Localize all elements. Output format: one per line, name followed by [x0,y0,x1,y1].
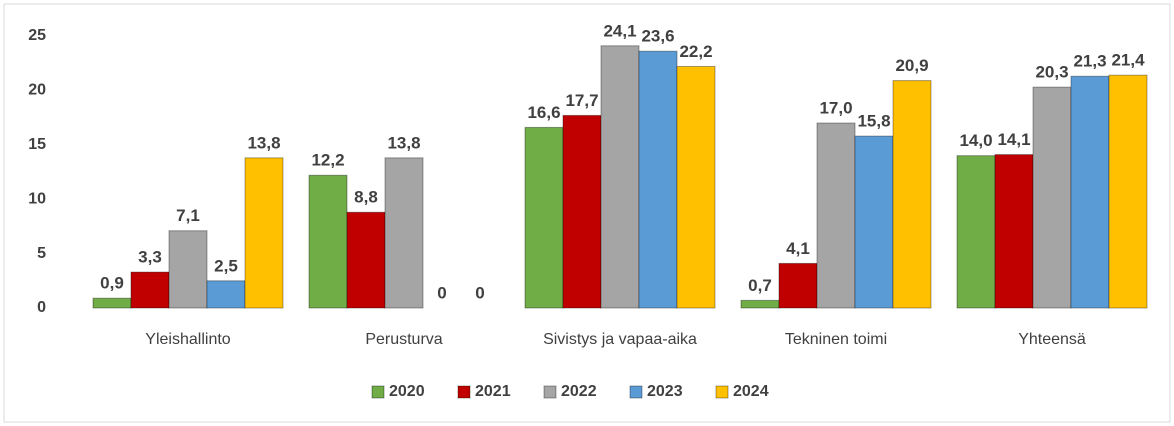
y-tick-label: 0 [37,299,46,316]
data-label: 0,7 [748,276,772,295]
x-tick-label: Tekninen toimi [785,331,887,348]
bar [854,135,894,309]
bar [956,155,996,309]
chart-border [3,3,1171,423]
bar [1032,86,1072,309]
bar [168,230,208,309]
data-label: 3,3 [138,248,162,267]
data-label: 16,6 [527,103,560,122]
bar [638,50,678,309]
x-tick-label: Sivistys ja vapaa-aika [543,331,697,348]
data-label: 23,6 [641,27,674,46]
data-label: 20,3 [1035,63,1068,82]
bar [384,157,424,309]
bar [308,174,348,309]
legend-swatch [629,385,643,399]
data-label: 17,7 [565,91,598,110]
y-tick-label: 20 [28,82,46,99]
bar [740,299,780,309]
bar [1108,74,1148,309]
bar [524,126,564,309]
bar [206,280,246,309]
data-label: 14,1 [997,130,1030,149]
legend-label: 2024 [733,383,769,400]
legend-swatch [715,385,729,399]
bar [562,114,602,309]
data-label: 2,5 [214,256,238,275]
data-label: 8,8 [354,188,378,207]
bar [92,297,132,309]
y-tick-label: 15 [28,136,46,153]
data-label: 14,0 [959,131,992,150]
bar [600,45,640,309]
legend-label: 2021 [475,383,511,400]
bar [676,65,716,309]
x-tick-label: Perusturva [365,331,442,348]
y-tick-label: 10 [28,190,46,207]
y-tick-label: 25 [28,27,46,44]
y-tick-label: 5 [37,245,46,262]
legend-swatch [543,385,557,399]
legend-swatch [457,385,471,399]
bar [994,154,1034,309]
data-label: 21,3 [1073,52,1106,71]
x-tick-label: Yhteensä [1018,331,1086,348]
data-label: 12,2 [311,151,344,170]
data-label: 0 [475,283,484,302]
bar [1070,75,1110,309]
bar [816,122,856,309]
legend-label: 2022 [561,383,597,400]
bar [892,80,932,309]
data-label: 24,1 [603,21,636,40]
data-label: 20,9 [895,56,928,75]
bar [346,211,386,309]
bar [778,262,818,309]
legend-swatch [371,385,385,399]
data-label: 17,0 [819,99,852,118]
data-label: 0 [437,283,446,302]
legend-label: 2023 [647,383,683,400]
legend-label: 2020 [389,383,425,400]
bar [244,157,284,309]
data-label: 4,1 [786,239,810,258]
data-label: 7,1 [176,206,200,225]
x-tick-label: Yleishallinto [145,331,230,348]
data-label: 21,4 [1111,51,1145,70]
data-label: 15,8 [857,112,890,131]
data-label: 13,8 [247,133,280,152]
data-label: 0,9 [100,274,124,293]
data-label: 22,2 [679,42,712,61]
bar [130,271,170,309]
data-label: 13,8 [387,133,420,152]
